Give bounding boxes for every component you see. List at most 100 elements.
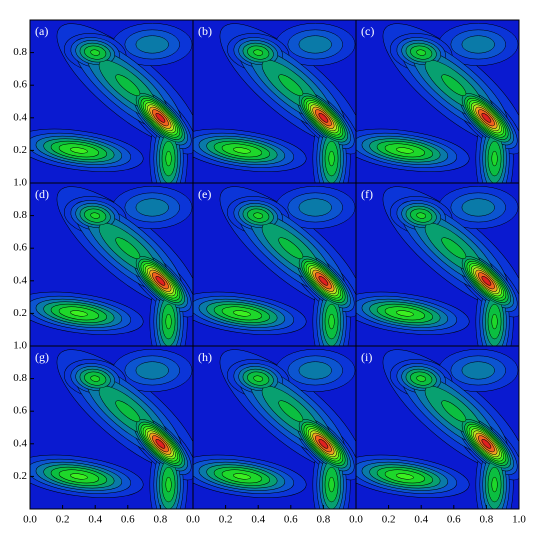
contour-band (416, 375, 427, 382)
contour-band (318, 112, 329, 123)
contour-band (318, 438, 329, 449)
panel-label: (h) (198, 350, 212, 364)
panel-label: (b) (198, 24, 212, 38)
contour-band (328, 150, 335, 167)
contour-band (396, 147, 414, 154)
panel-label: (e) (198, 187, 211, 201)
contour-band (461, 198, 495, 217)
panel (30, 20, 193, 183)
contour-band (298, 35, 332, 54)
contour-band (135, 35, 169, 54)
contour-band (441, 400, 467, 423)
x-tick-label: 1.0 (512, 514, 526, 526)
panel (356, 346, 519, 509)
panel-frame (355, 345, 520, 510)
y-tick-label: 0.4 (13, 274, 27, 286)
contour-band (278, 74, 304, 97)
panel-label: (f) (361, 187, 373, 201)
x-tick-label: 0.4 (88, 514, 102, 526)
contour-band (165, 150, 172, 167)
panel (193, 346, 356, 509)
panel (30, 346, 193, 509)
panel-label: (g) (35, 350, 49, 364)
panel (193, 20, 356, 183)
contour-band (253, 212, 264, 219)
contour-band (461, 35, 495, 54)
contour-band (233, 310, 251, 317)
contour-band (233, 473, 251, 480)
x-tick-label: 0.0 (349, 514, 363, 526)
contour-band (328, 476, 335, 493)
contour-band (481, 275, 492, 286)
x-tick-label: 0.0 (186, 514, 200, 526)
contour-band (70, 147, 88, 154)
y-tick-label: 0.8 (13, 372, 27, 384)
y-tick-label: 0.4 (13, 437, 27, 449)
contour-band (165, 313, 172, 330)
contour-band (70, 310, 88, 317)
contour-band (115, 74, 141, 97)
panel (356, 183, 519, 346)
contour-band (481, 438, 492, 449)
x-tick-label: 0.4 (251, 514, 265, 526)
y-tick-label: 1.0 (13, 177, 27, 189)
panel-label: (c) (361, 24, 374, 38)
x-tick-label: 0.6 (447, 514, 461, 526)
panel-label: (a) (35, 24, 48, 38)
x-tick-label: 0.8 (154, 514, 168, 526)
contour-band (90, 49, 101, 56)
contour-band (491, 313, 498, 330)
y-tick-label: 0.6 (13, 242, 27, 254)
contour-band (70, 473, 88, 480)
contour-band (155, 438, 166, 449)
contour-band (416, 212, 427, 219)
x-tick-label: 0.6 (121, 514, 135, 526)
contour-band (155, 112, 166, 123)
x-tick-label: 0.2 (219, 514, 233, 526)
contour-band (416, 49, 427, 56)
contour-band (481, 112, 492, 123)
y-tick-label: 0.6 (13, 405, 27, 417)
contour-band (165, 476, 172, 493)
x-tick-label: 0.0 (23, 514, 37, 526)
y-tick-label: 0.2 (13, 307, 27, 319)
contour-band (441, 74, 467, 97)
panel-label: (i) (361, 350, 372, 364)
y-tick-label: 0.2 (13, 144, 27, 156)
contour-band (278, 237, 304, 260)
panel (30, 183, 193, 346)
contour-band (318, 275, 329, 286)
contour-band (278, 400, 304, 423)
x-tick-label: 0.4 (414, 514, 428, 526)
y-tick-label: 0.2 (13, 470, 27, 482)
contour-band (155, 275, 166, 286)
contour-band (233, 147, 251, 154)
y-tick-label: 0.8 (13, 46, 27, 58)
contour-band (396, 310, 414, 317)
contour-band (461, 361, 495, 380)
contour-band (115, 237, 141, 260)
x-tick-label: 0.2 (382, 514, 396, 526)
contour-band (328, 313, 335, 330)
contour-band (396, 473, 414, 480)
contour-band (135, 198, 169, 217)
contour-band (491, 150, 498, 167)
panel-label: (d) (35, 187, 49, 201)
y-tick-label: 0.4 (13, 111, 27, 123)
y-tick-label: 0.6 (13, 79, 27, 91)
x-tick-label: 0.8 (480, 514, 494, 526)
contour-band (441, 237, 467, 260)
x-tick-label: 0.2 (56, 514, 70, 526)
x-tick-label: 0.8 (317, 514, 331, 526)
contour-band (90, 375, 101, 382)
contour-band (135, 361, 169, 380)
y-tick-label: 0.8 (13, 209, 27, 221)
contour-band (115, 400, 141, 423)
contour-band (253, 375, 264, 382)
y-tick-label: 1.0 (13, 340, 27, 352)
panel (356, 20, 519, 183)
panel (193, 183, 356, 346)
contour-band (491, 476, 498, 493)
contour-band (253, 49, 264, 56)
